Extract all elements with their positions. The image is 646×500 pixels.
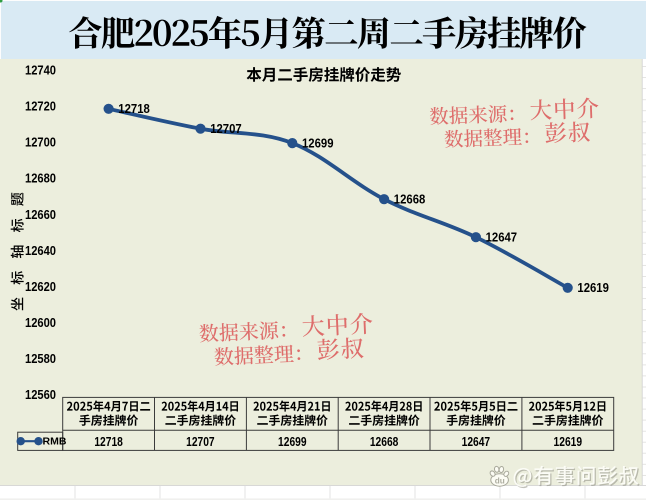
svg-text:RMB: RMB — [43, 436, 67, 448]
svg-text:12718: 12718 — [94, 434, 123, 449]
svg-text:12699: 12699 — [302, 136, 334, 151]
svg-text:12718: 12718 — [118, 101, 150, 116]
svg-text:12640: 12640 — [25, 243, 56, 258]
svg-text:12619: 12619 — [577, 280, 609, 295]
svg-text:12707: 12707 — [210, 121, 242, 136]
svg-text:12600: 12600 — [25, 315, 56, 330]
svg-text:du: du — [495, 476, 505, 485]
svg-text:12707: 12707 — [186, 434, 215, 449]
svg-text:12668: 12668 — [394, 192, 426, 207]
svg-text:12580: 12580 — [25, 351, 56, 366]
svg-text:12668: 12668 — [370, 434, 399, 449]
svg-text:12647: 12647 — [486, 230, 517, 245]
svg-text:12699: 12699 — [278, 434, 307, 449]
svg-text:12740: 12740 — [25, 63, 56, 78]
svg-text:12620: 12620 — [25, 279, 56, 294]
svg-text:12700: 12700 — [25, 135, 56, 150]
svg-text:12619: 12619 — [554, 434, 583, 449]
svg-text:12660: 12660 — [25, 207, 56, 222]
svg-text:12647: 12647 — [462, 434, 491, 449]
svg-text:12560: 12560 — [25, 387, 56, 402]
svg-text:12680: 12680 — [25, 171, 56, 186]
svg-text:12720: 12720 — [25, 99, 56, 114]
